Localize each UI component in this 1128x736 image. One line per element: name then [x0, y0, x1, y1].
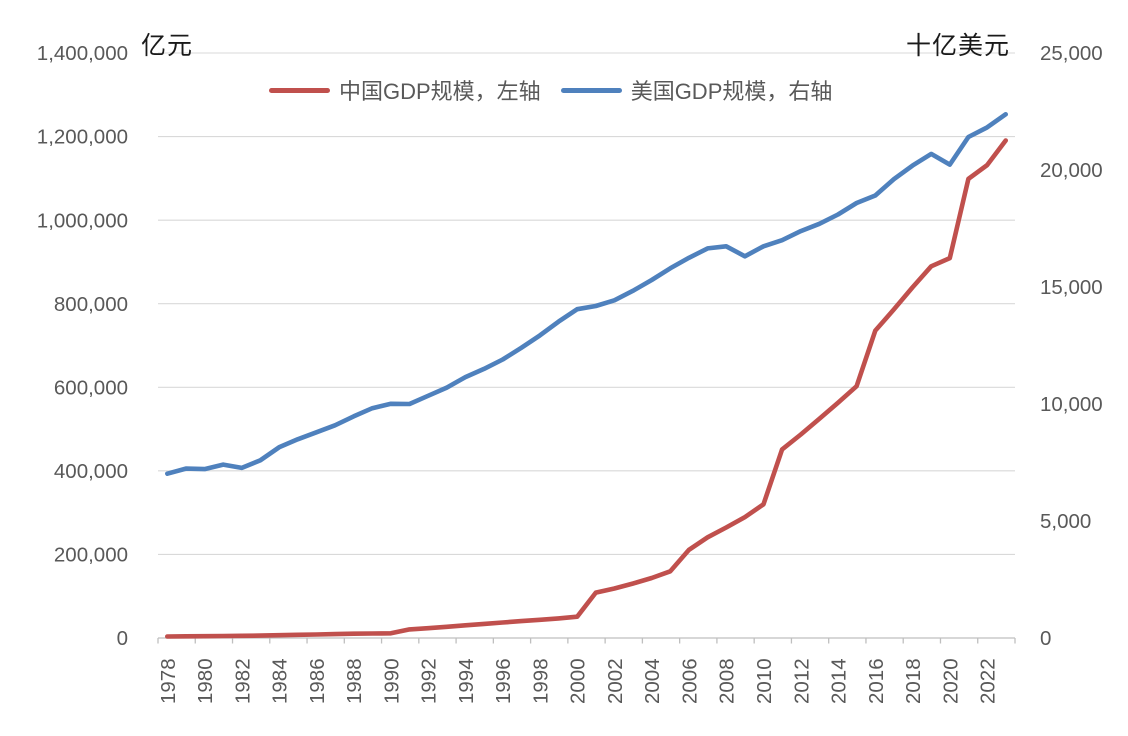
x-axis-tick-label: 2006: [678, 658, 701, 704]
y-axis-tick-label-right: 0: [1040, 627, 1051, 650]
x-axis-tick-label: 1984: [269, 658, 292, 704]
china-gdp-line: [165, 138, 1009, 639]
x-axis-tick-label: 1996: [492, 658, 515, 704]
x-axis-tick-label: 1982: [231, 658, 254, 704]
legend-item-usa: 美国GDP规模，右轴: [560, 74, 833, 106]
y-axis-tick-label-left: 0: [117, 627, 128, 650]
usa-line-swatch: [560, 87, 622, 93]
legend-item-china: 中国GDP规模，左轴: [269, 74, 541, 106]
x-axis-tick-label: 1978: [157, 658, 180, 704]
x-axis-tick-label: 2008: [716, 658, 739, 704]
x-axis-tick-label: 1998: [529, 658, 552, 704]
x-axis-tick-label: 1990: [380, 658, 403, 704]
right-axis-unit-label: 十亿美元: [906, 33, 1011, 60]
x-axis-tick-label: 2012: [790, 658, 813, 704]
x-axis-tick-label: 2022: [977, 658, 1000, 704]
y-axis-tick-label-left: 1,400,000: [37, 42, 128, 65]
y-axis-tick-label-left: 800,000: [54, 293, 128, 316]
y-axis-tick-label-right: 25,000: [1040, 42, 1103, 65]
x-axis-tick-label: 1994: [455, 658, 478, 704]
legend-label-china: 中国GDP规模，左轴: [339, 79, 541, 104]
us-gdp-line: [165, 112, 1009, 477]
x-axis-tick-label: 2016: [865, 658, 888, 704]
x-axis-tick-label: 1992: [418, 658, 441, 704]
y-axis-tick-label-right: 15,000: [1040, 276, 1103, 299]
x-axis-tick-label: 2020: [939, 658, 962, 704]
legend-label-usa: 美国GDP规模，右轴: [630, 79, 833, 104]
left-axis-unit-label: 亿元: [141, 33, 194, 60]
x-axis-tick-label: 2000: [567, 658, 590, 704]
x-axis-tick-label: 2018: [902, 658, 925, 704]
y-axis-tick-label-left: 1,000,000: [37, 209, 128, 232]
china-line-swatch: [269, 87, 330, 93]
x-axis-tick-label: 2002: [604, 658, 627, 704]
x-axis-tick-label: 2010: [753, 658, 776, 704]
x-axis-tick-label: 1980: [194, 658, 217, 704]
chart-legend: 中国GDP规模，左轴 美国GDP规模，右轴: [269, 74, 832, 106]
y-axis-tick-label-right: 5,000: [1040, 510, 1091, 533]
x-axis-tick-label: 2004: [641, 658, 664, 704]
y-axis-tick-label-right: 10,000: [1040, 393, 1103, 416]
x-axis-tick-label: 1986: [306, 658, 329, 704]
y-axis-tick-label-left: 400,000: [54, 460, 128, 483]
y-axis-tick-label-left: 600,000: [54, 376, 128, 399]
y-axis-tick-label-left: 1,200,000: [37, 126, 128, 149]
y-axis-tick-label-right: 20,000: [1040, 159, 1103, 182]
x-axis-tick-label: 2014: [828, 658, 851, 704]
y-axis-tick-label-left: 200,000: [54, 544, 128, 567]
x-axis-tick-label: 1988: [343, 658, 366, 704]
